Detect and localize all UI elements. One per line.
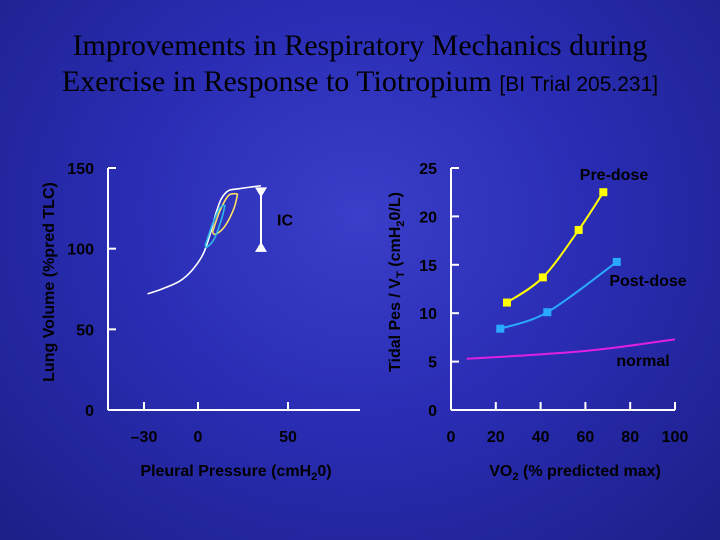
series-pre-label: Pre-dose bbox=[580, 167, 649, 184]
right-y-tick-label: 15 bbox=[419, 258, 437, 275]
right-y-tick-label: 25 bbox=[419, 161, 437, 178]
right-x-axis-label: VO2 (% predicted max) bbox=[489, 463, 661, 483]
loop-pre-expiratory bbox=[211, 193, 239, 236]
left-x-axis-label: Pleural Pressure (cmH20) bbox=[140, 463, 331, 483]
right-x-tick-label: 60 bbox=[577, 429, 595, 446]
left-y-tick-label: 50 bbox=[76, 322, 94, 339]
series-pre-point bbox=[538, 273, 547, 282]
left-x-tick-label: –30 bbox=[131, 429, 158, 446]
left-y-tick-label: 0 bbox=[85, 403, 94, 420]
right-y-tick-label: 5 bbox=[428, 355, 437, 372]
right-x-tick-label: 0 bbox=[447, 429, 456, 446]
series-pre-point bbox=[574, 225, 583, 234]
trial-label: [BI Trial 205.231] bbox=[499, 73, 659, 96]
ic-arrow-head-bottom bbox=[255, 241, 267, 252]
series-normal-label: normal bbox=[616, 353, 669, 370]
loop-post-inspiratory bbox=[204, 204, 226, 246]
chart-title-line1: Improvements in Respiratory Mechanics du… bbox=[72, 29, 648, 62]
series-post-point bbox=[543, 308, 552, 317]
ic-arrow-head-top bbox=[255, 187, 267, 198]
series-post-point bbox=[612, 257, 621, 266]
right-y-axis-label: Tidal Pes / VT (cmH20/L) bbox=[387, 192, 407, 372]
series-pre-line bbox=[506, 191, 605, 304]
series-post-point bbox=[496, 324, 505, 333]
chart-title-line2-text: Exercise in Response to Tiotropium bbox=[61, 65, 492, 98]
right-y-tick-label: 0 bbox=[428, 403, 437, 420]
series-pre-point bbox=[599, 188, 608, 197]
left-x-tick-label: 50 bbox=[279, 429, 297, 446]
pv-curve-line bbox=[147, 184, 262, 295]
left-x-tick-label: 0 bbox=[194, 429, 203, 446]
ic-annotation: IC bbox=[277, 213, 293, 230]
left-y-tick-label: 100 bbox=[67, 242, 94, 259]
chart-title-line2: Exercise in Response to Tiotropium [BI T… bbox=[0, 64, 720, 103]
left-y-tick-label: 150 bbox=[67, 161, 94, 178]
series-post-label: Post-dose bbox=[609, 273, 686, 290]
right-x-tick-label: 20 bbox=[487, 429, 505, 446]
right-x-tick-label: 80 bbox=[621, 429, 639, 446]
right-x-tick-label: 100 bbox=[662, 429, 689, 446]
right-y-tick-label: 20 bbox=[419, 209, 437, 226]
loop-post-expiratory bbox=[204, 204, 226, 249]
chart-title: Improvements in Respiratory Mechanics du… bbox=[0, 28, 720, 103]
right-x-tick-label: 40 bbox=[532, 429, 550, 446]
right-y-tick-label: 10 bbox=[419, 306, 437, 323]
loop-pre-inspiratory bbox=[211, 192, 238, 233]
series-normal-line bbox=[466, 338, 676, 360]
series-pre-point bbox=[503, 298, 511, 307]
left-y-axis-label: Lung Volume (%pred TLC) bbox=[41, 182, 58, 382]
